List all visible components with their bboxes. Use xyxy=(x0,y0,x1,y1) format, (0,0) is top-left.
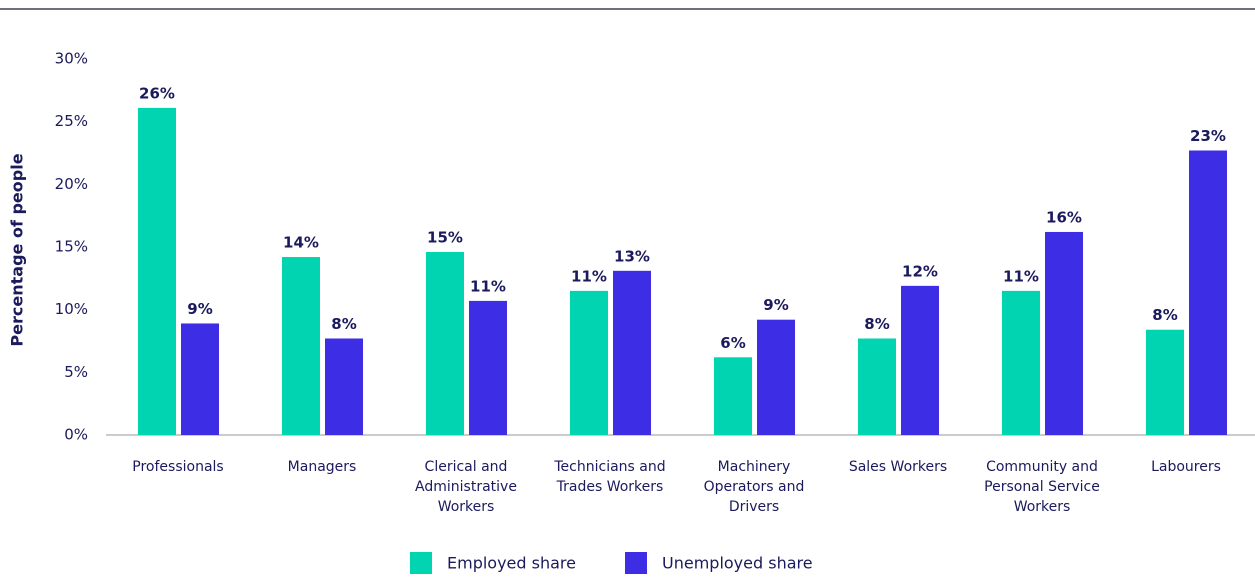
x-tick-label: Machinery Operators and Drivers xyxy=(703,459,805,515)
bar xyxy=(613,270,651,435)
y-tick-label: 10% xyxy=(55,300,88,318)
data-label: 8% xyxy=(331,315,356,333)
data-label: 8% xyxy=(1152,306,1177,324)
y-tick-label: 25% xyxy=(55,112,88,130)
data-label: 12% xyxy=(902,262,938,280)
bar xyxy=(1045,231,1083,435)
x-tick-label: Sales Workers xyxy=(848,459,948,475)
data-label: 14% xyxy=(283,234,319,252)
y-tick-label: 30% xyxy=(55,50,88,68)
y-axis-label: Percentage of people xyxy=(8,153,27,346)
bar xyxy=(181,323,219,435)
bar xyxy=(757,319,795,435)
data-label: 16% xyxy=(1046,208,1082,226)
data-label: 8% xyxy=(864,315,889,333)
data-label: 11% xyxy=(470,277,506,295)
bar xyxy=(1189,150,1227,435)
data-label: 23% xyxy=(1190,127,1226,145)
bar xyxy=(858,338,896,435)
x-tick-label: Professionals xyxy=(132,459,224,475)
data-label: 15% xyxy=(427,229,463,247)
x-tick-label: Technicians and Trades Workers xyxy=(554,459,666,495)
bar xyxy=(1146,329,1184,435)
bar xyxy=(570,290,608,435)
bar xyxy=(282,257,320,435)
data-label: 26% xyxy=(139,84,175,102)
bar xyxy=(426,252,464,435)
y-tick-label: 15% xyxy=(55,238,88,256)
data-label: 6% xyxy=(720,334,745,352)
x-tick-label: Community and Personal Service Workers xyxy=(984,459,1100,515)
legend-swatch xyxy=(410,552,432,574)
bar xyxy=(901,285,939,435)
legend-swatch xyxy=(625,552,647,574)
data-label: 9% xyxy=(187,300,212,318)
data-label: 11% xyxy=(1003,267,1039,285)
bar xyxy=(325,338,363,435)
x-tick-label: Clerical and Administrative Workers xyxy=(415,459,517,515)
bar xyxy=(469,300,507,435)
y-tick-label: 20% xyxy=(55,175,88,193)
y-tick-label: 5% xyxy=(64,363,88,381)
bar xyxy=(1002,290,1040,435)
bar xyxy=(138,107,176,435)
legend-label: Unemployed share xyxy=(662,554,813,573)
y-tick-label: 0% xyxy=(64,426,88,444)
x-tick-label: Labourers xyxy=(1151,459,1221,475)
x-tick-label: Managers xyxy=(287,459,357,475)
data-label: 9% xyxy=(763,296,788,314)
bar xyxy=(714,357,752,435)
data-label: 11% xyxy=(571,267,607,285)
legend-label: Employed share xyxy=(447,554,576,573)
data-label: 13% xyxy=(614,247,650,265)
